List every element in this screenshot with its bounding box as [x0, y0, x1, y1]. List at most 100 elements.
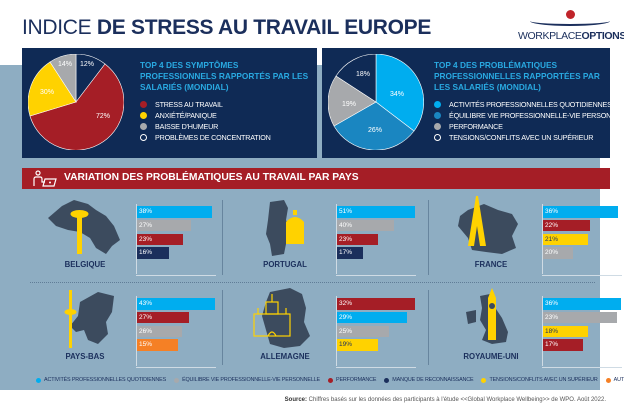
page-title: INDICE DE STRESS AU TRAVAIL EUROPE: [22, 16, 432, 39]
bar: 19%: [337, 339, 379, 351]
bar: 18%: [543, 325, 589, 338]
country-name: BELGIQUE: [64, 260, 106, 269]
bar-chart: 43% 27% 26% 15%: [136, 296, 216, 366]
bar: 21%: [543, 233, 589, 246]
x-axis: [542, 367, 622, 368]
country-name: ALLEMAGNE: [260, 352, 310, 361]
divider: [222, 200, 223, 275]
legend-item: PROBLÈMES DE CONCENTRATION: [140, 132, 311, 143]
bar: 40%: [337, 219, 394, 232]
symptoms-legend: STRESS AU TRAVAIL ANXIÉTÉ/PANIQUE BAISSE…: [140, 99, 311, 143]
symptoms-panel: 72% 30% 14% 12% TOP 4 DES SYMPTÔMES PROF…: [22, 48, 317, 158]
x-axis: [136, 275, 216, 276]
legend-item: TENSIONS/CONFLITS AVEC UN SUPÉRIEUR: [481, 377, 598, 383]
bar: 36%: [543, 206, 619, 218]
bar-chart: 32% 29% 25% 19%: [336, 296, 416, 366]
banner-title: VARIATION DES PROBLÉMATIQUES AU TRAVAIL …: [64, 172, 359, 183]
bar-chart: 51% 40% 23% 17%: [336, 204, 416, 274]
germany-map-icon: [253, 288, 310, 348]
legend-item: PERFORMANCE: [434, 121, 604, 132]
legend-ring-icon: [434, 134, 441, 141]
legend-item: MANQUE DE RECONNAISSANCE: [384, 377, 474, 383]
label-19: 19%: [342, 101, 356, 108]
bar-chart: 36% 22% 21% 20%: [542, 204, 622, 274]
bar-chart: 38% 27% 23% 16%: [136, 204, 216, 274]
belgium-map-icon: [48, 200, 120, 254]
label-30: 30%: [40, 89, 54, 96]
slice-conflicts: [335, 54, 377, 103]
bar: 23%: [137, 233, 183, 246]
bar: 23%: [337, 233, 379, 246]
legend-dot-icon: [140, 112, 147, 119]
x-axis: [136, 367, 216, 368]
legend-item: ACTIVITÉS PROFESSIONNELLES QUOTIDIENNES: [36, 377, 166, 383]
country-portugal: PORTUGAL 51% 40% 23% 17%: [230, 196, 420, 288]
source-note: Source: Chiffres basés sur les données d…: [284, 397, 606, 403]
bar: 16%: [137, 247, 169, 259]
legend-dot-icon: [434, 112, 441, 119]
bar: 22%: [543, 219, 591, 232]
legend-dot-icon: [481, 377, 487, 383]
bar: 15%: [137, 339, 179, 351]
x-axis: [336, 275, 416, 276]
section-banner: VARIATION DES PROBLÉMATIQUES AU TRAVAIL …: [22, 168, 610, 189]
label-34: 34%: [390, 91, 404, 98]
issues-panel: 34% 26% 19% 18% TOP 4 DES PROBLÉMATIQUES…: [322, 48, 624, 158]
legend-dot-icon: [328, 377, 334, 383]
issues-pie-chart: 34% 26% 19% 18%: [328, 54, 424, 150]
country-belgique: BELGIQUE 38% 27% 23% 16%: [30, 196, 220, 288]
country-france: FRANCE 36% 22% 21% 20%: [436, 196, 624, 288]
bar: 32%: [337, 298, 416, 310]
bar: 43%: [137, 298, 216, 310]
bar: 29%: [337, 311, 407, 324]
netherlands-map-icon: [64, 290, 114, 348]
country-name: PAYS-BAS: [65, 352, 105, 361]
divider: [222, 290, 223, 365]
issues-title: TOP 4 DES PROBLÉMATIQUES PROFESSIONNELLE…: [434, 60, 600, 92]
country-pays-bas: PAYS-BAS 43% 27% 26% 15%: [30, 288, 220, 380]
slice-daily-activities: [375, 54, 424, 132]
bar: 38%: [137, 206, 213, 218]
legend-item: ANXIÉTÉ/PANIQUE: [140, 110, 311, 121]
person-laptop-icon: [33, 170, 57, 187]
legend-item: ÉQUILIBRE VIE PROFESSIONNELLE-VIE PERSON…: [434, 110, 624, 121]
bar: 20%: [543, 247, 574, 259]
divider: [30, 282, 595, 283]
legend-dot-icon: [140, 123, 147, 130]
uk-map-icon: [466, 288, 508, 344]
issues-legend: ACTIVITÉS PROFESSIONNELLES QUOTIDIENNES …: [434, 99, 624, 143]
footer-legend: ACTIVITÉS PROFESSIONNELLES QUOTIDIENNES …: [36, 377, 624, 383]
x-axis: [336, 367, 416, 368]
label-72: 72%: [96, 113, 110, 120]
label-18: 18%: [356, 71, 370, 78]
x-axis: [542, 275, 622, 276]
country-name: PORTUGAL: [263, 260, 307, 269]
logo-arc-icon: [530, 16, 610, 26]
slice-stress: [29, 63, 124, 150]
portugal-map-icon: [266, 200, 304, 256]
legend-ring-icon: [140, 134, 147, 141]
legend-item: BAISSE D'HUMEUR: [140, 121, 311, 132]
workplace-options-logo: WORKPLACEOPTIONS: [518, 8, 624, 48]
legend-item: AUTRE: [605, 377, 624, 383]
bar: 23%: [543, 311, 618, 324]
country-name: FRANCE: [474, 260, 508, 269]
divider: [428, 290, 429, 365]
legend-item: TENSIONS/CONFLITS AVEC UN SUPÉRIEUR: [434, 132, 604, 143]
legend-item: ÉQUILIBRE VIE PROFESSIONNELLE-VIE PERSON…: [174, 377, 320, 383]
symptoms-title: TOP 4 DES SYMPTÔMES PROFESSIONNELS RAPPO…: [140, 60, 309, 92]
legend-dot-icon: [434, 101, 441, 108]
bar: 27%: [137, 311, 190, 324]
slice-anxiety: [28, 61, 77, 117]
slice-work-life-balance: [333, 101, 415, 150]
bar-chart: 36% 23% 18% 17%: [542, 296, 622, 366]
bar: 17%: [337, 247, 364, 259]
slice-mood: [49, 54, 77, 104]
legend-dot-icon: [140, 101, 147, 108]
symptoms-pie-chart: 72% 30% 14% 12%: [28, 54, 124, 150]
divider: [428, 200, 429, 275]
logo-dot-icon: [566, 10, 575, 19]
france-map-icon: [458, 196, 518, 254]
legend-item: ACTIVITÉS PROFESSIONNELLES QUOTIDIENNES: [434, 99, 612, 110]
legend-item: STRESS AU TRAVAIL: [140, 99, 311, 110]
